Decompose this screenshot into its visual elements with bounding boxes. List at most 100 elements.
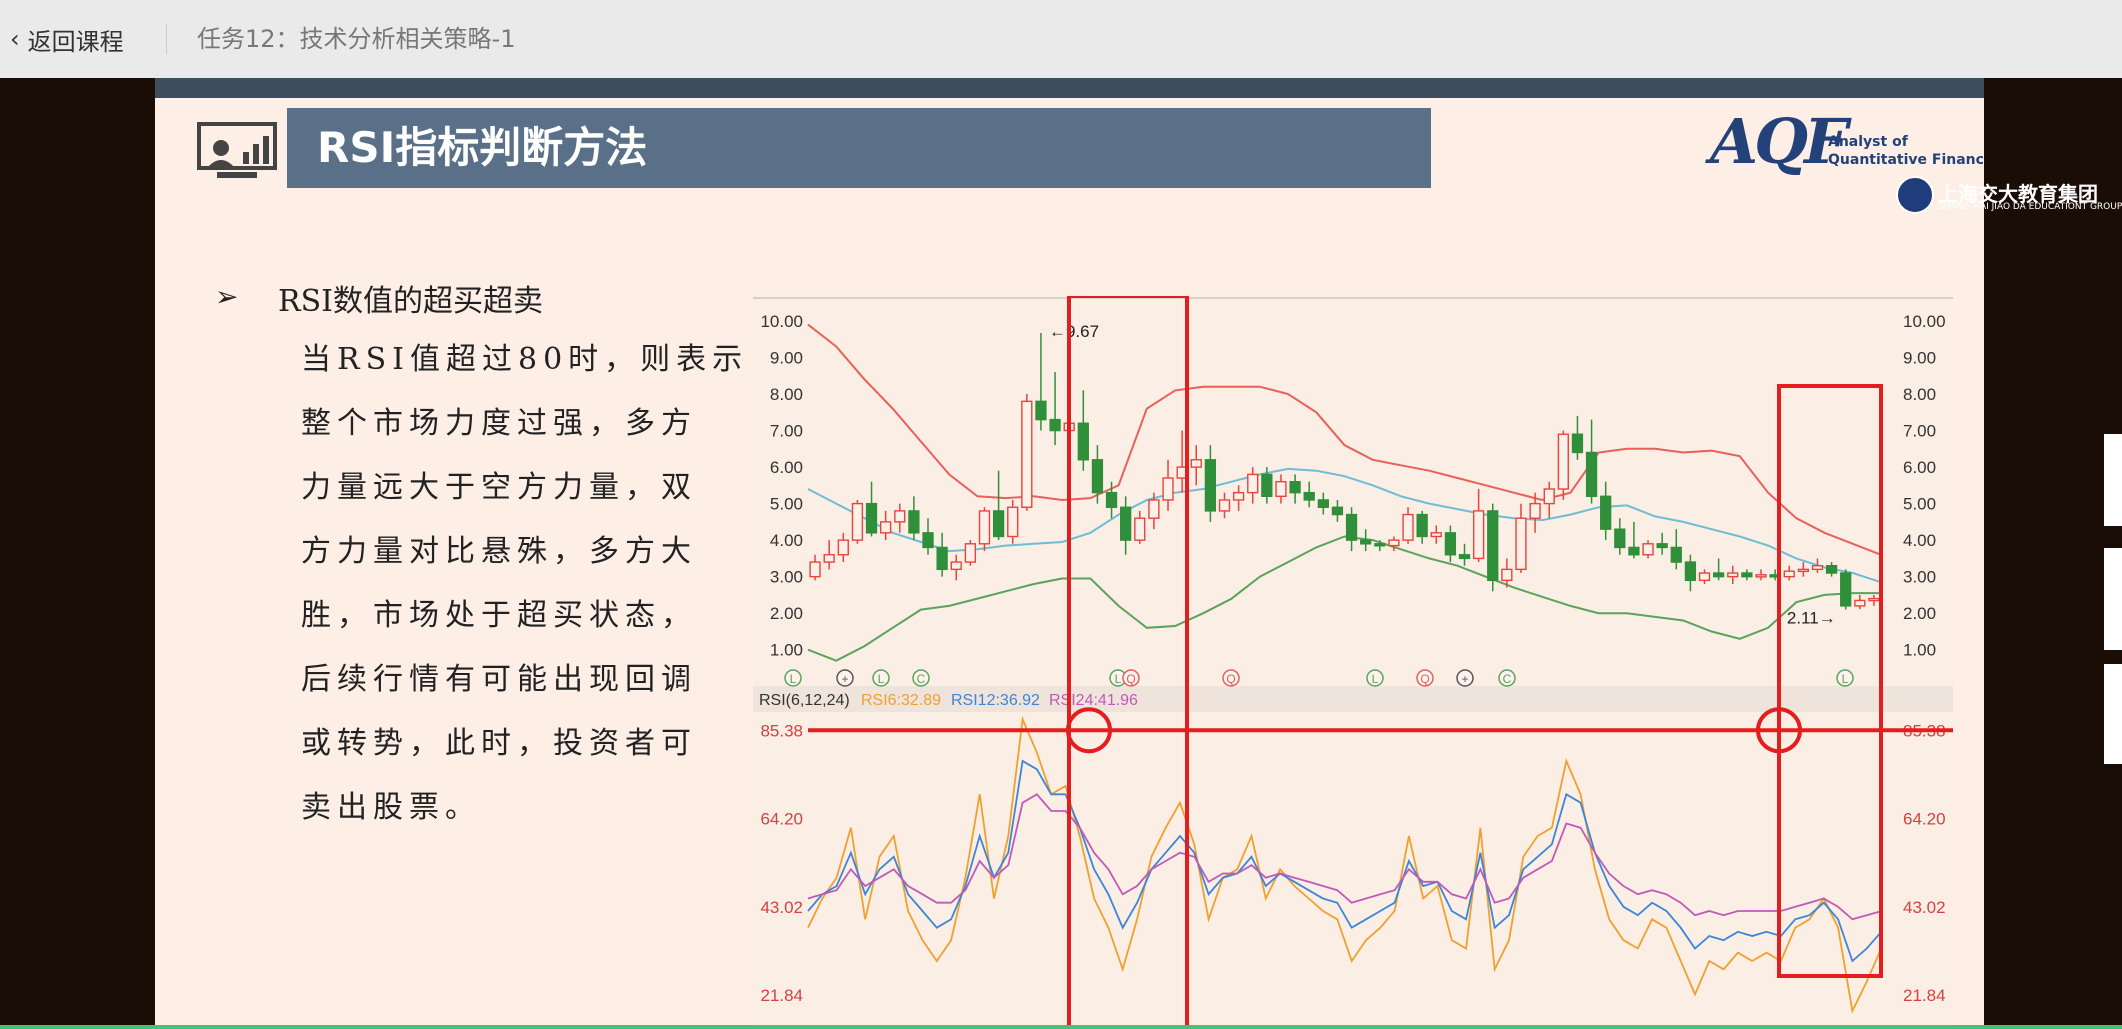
candle-body bbox=[1289, 480, 1301, 494]
candle-body bbox=[1515, 517, 1527, 571]
rsi-line-rsi24 bbox=[807, 793, 1882, 921]
candle-body bbox=[1600, 495, 1612, 530]
body-line: 当RSI值超过80时，则表示 bbox=[301, 342, 749, 377]
event-marker-label: Q bbox=[1126, 672, 1135, 686]
candle-body bbox=[1811, 565, 1824, 571]
back-to-course-button[interactable]: ‹ 返回课程 bbox=[10, 22, 124, 56]
candle-body bbox=[1458, 554, 1471, 560]
candle-body bbox=[1868, 597, 1880, 602]
chart-background bbox=[753, 296, 1953, 1029]
candle-body bbox=[1275, 480, 1287, 498]
price-tick-label-left: 10.00 bbox=[760, 312, 803, 331]
candle-body bbox=[1727, 572, 1739, 578]
candle-body bbox=[851, 502, 864, 541]
candle-body bbox=[1232, 491, 1245, 501]
candle-body bbox=[1148, 499, 1160, 519]
rsi-tick-label-left: 43.02 bbox=[760, 898, 803, 917]
price-tick-label-right: 8.00 bbox=[1903, 385, 1936, 404]
bullet-heading: RSI数值的超买超卖 bbox=[278, 284, 543, 319]
candle-body bbox=[1698, 572, 1711, 582]
side-tab[interactable] bbox=[2104, 548, 2122, 650]
candle-body bbox=[992, 510, 1005, 538]
rsi-tick-label-right: 64.20 bbox=[1903, 810, 1946, 829]
candle-body bbox=[1557, 433, 1569, 490]
candle-body bbox=[1077, 422, 1089, 461]
course-header: ‹ 返回课程 任务12：技术分析相关策略-1 bbox=[0, 0, 2122, 79]
candle-body bbox=[1783, 570, 1795, 578]
candle-body bbox=[837, 539, 849, 556]
highlight-box-2 bbox=[1777, 384, 1883, 978]
event-marker-label: Q bbox=[1226, 672, 1235, 686]
price-tick-label-right: 5.00 bbox=[1903, 495, 1936, 514]
jiaoda-logo-subtitle: SHANG HAI JIAO DA EDUCATIONT GROUP bbox=[1938, 202, 2122, 212]
candle-body bbox=[1472, 510, 1485, 560]
candle-body bbox=[1444, 532, 1457, 556]
low-price-annotation: 2.11→ bbox=[1787, 609, 1836, 628]
candle-body bbox=[1529, 502, 1541, 519]
body-line: 卖出股票。 bbox=[301, 790, 481, 825]
candle-body bbox=[1190, 459, 1202, 468]
body-line: 或转势，此时，投资者可 bbox=[301, 726, 697, 761]
candle-body bbox=[1501, 568, 1513, 582]
candle-body bbox=[1430, 532, 1442, 538]
candle-body bbox=[894, 510, 906, 523]
event-marker-label: + bbox=[841, 672, 848, 686]
price-tick-label-right: 3.00 bbox=[1903, 568, 1936, 587]
price-tick-label-left: 8.00 bbox=[770, 385, 803, 404]
playback-progress-bar[interactable] bbox=[0, 1025, 2122, 1029]
candle-body bbox=[1614, 528, 1626, 549]
rsi-series-label: RSI12:36.92 bbox=[951, 692, 1040, 709]
jiaoda-logo-name: 上海交大教育集团 bbox=[1938, 182, 2098, 206]
candle-body bbox=[1374, 543, 1386, 547]
candle-body bbox=[1712, 572, 1725, 578]
price-tick-label-left: 4.00 bbox=[770, 531, 803, 550]
event-marker-label: C bbox=[1503, 672, 1512, 686]
video-player[interactable]: RSI指标判断方法 AQF Analyst of Quantitative Fi… bbox=[0, 78, 2122, 1029]
candle-body bbox=[1360, 539, 1372, 545]
candle-body bbox=[1797, 568, 1809, 573]
candle-body bbox=[1825, 565, 1838, 574]
candle-body bbox=[1331, 506, 1344, 516]
rsi-series-label: RSI6:32.89 bbox=[861, 692, 941, 709]
rsi-tick-label-right: 21.84 bbox=[1903, 986, 1946, 1005]
candle-body bbox=[823, 554, 835, 563]
event-marker bbox=[1416, 669, 1434, 687]
candle-body bbox=[1317, 499, 1329, 508]
candle-body bbox=[1543, 488, 1555, 505]
candle-body bbox=[1585, 451, 1598, 498]
candle-body bbox=[1416, 513, 1428, 538]
price-tick-label-right: 2.00 bbox=[1903, 604, 1936, 623]
price-tick-label-right: 6.00 bbox=[1903, 458, 1936, 477]
event-marker bbox=[1456, 669, 1474, 687]
candle-body bbox=[1091, 459, 1104, 494]
rsi-tick-label-left: 21.84 bbox=[760, 986, 803, 1005]
candle-body bbox=[1162, 477, 1174, 501]
candle-body bbox=[1261, 473, 1273, 498]
rsi-line-rsi6 bbox=[807, 715, 1882, 1014]
back-label: 返回课程 bbox=[27, 27, 124, 56]
event-marker-label: C bbox=[917, 672, 926, 686]
aqf-logo: AQF Analyst of Quantitative Finance bbox=[1710, 103, 1984, 173]
candle-body bbox=[1656, 543, 1668, 549]
event-marker bbox=[912, 669, 930, 687]
rsi-tick-label-left: 64.20 bbox=[760, 810, 803, 829]
price-tick-label-left: 1.00 bbox=[770, 641, 803, 660]
rsi-series-label: RSI24:41.96 bbox=[1049, 692, 1138, 709]
slide-title-bar: RSI指标判断方法 bbox=[287, 108, 1431, 188]
event-marker bbox=[836, 669, 854, 687]
event-marker bbox=[784, 669, 802, 687]
rsi-header-band bbox=[753, 686, 1953, 712]
highlight-circle-2 bbox=[1756, 707, 1802, 754]
aqf-logo-subtitle: Analyst of Quantitative Finance bbox=[1828, 133, 1984, 169]
candle-body bbox=[809, 561, 821, 578]
lecture-slide: RSI指标判断方法 AQF Analyst of Quantitative Fi… bbox=[155, 78, 1984, 1029]
side-tab[interactable] bbox=[2104, 664, 2122, 764]
body-line: 整个市场力度过强，多方 bbox=[301, 406, 697, 441]
rsi-tick-label-right: 43.02 bbox=[1903, 898, 1946, 917]
presenter-chart-icon bbox=[197, 122, 277, 178]
price-tick-label-right: 7.00 bbox=[1903, 422, 1936, 441]
price-tick-label-right: 1.00 bbox=[1903, 641, 1936, 660]
rsi-indicator-label: RSI(6,12,24) bbox=[759, 692, 850, 709]
side-tab[interactable] bbox=[2104, 434, 2122, 526]
candle-body bbox=[1628, 546, 1640, 556]
